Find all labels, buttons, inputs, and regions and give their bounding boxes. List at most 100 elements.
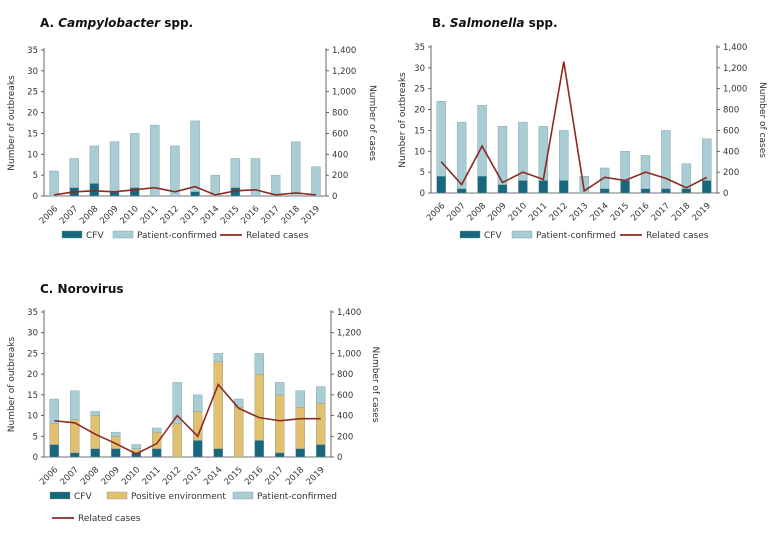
y2-tick-label: 1,400	[723, 43, 747, 53]
legend-swatch-positive-environment	[106, 491, 128, 500]
x-tick-label: 2013	[181, 465, 203, 487]
x-tick-label: 2010	[120, 465, 142, 487]
bar-patient-confirmed-2009	[109, 141, 120, 193]
y2-tick-label: 1,000	[337, 349, 361, 359]
x-tick-label: 2016	[629, 201, 651, 223]
legend-swatch-patient-confirmed	[112, 230, 134, 239]
y2-tick-label: 800	[337, 370, 353, 380]
legend-swatch-cfv	[459, 230, 481, 239]
y-tick-label: 5	[33, 171, 38, 181]
bar-patient-confirmed-2019	[702, 138, 712, 181]
y-tick-label: 5	[420, 168, 425, 178]
bar-cfv-2008	[89, 183, 100, 197]
y2-tick-label: 1,200	[332, 67, 356, 77]
panel-title-prefix: C.	[40, 282, 58, 296]
y2-tick-label: 600	[332, 129, 348, 139]
bar-patient-confirmed-2013	[193, 394, 203, 412]
bar-patient-confirmed-2008	[477, 105, 487, 177]
bar-patient-confirmed-2010	[131, 444, 141, 449]
bar-patient-confirmed-2012	[559, 130, 569, 181]
panel-2: B. Salmonella spp. 0 5 10 15 20 25 30 35 0 200 400 6…	[398, 16, 767, 241]
x-tick-label: 2012	[159, 204, 181, 226]
bar-positive-environment-2006	[49, 423, 59, 445]
y-tick-label: 0	[33, 192, 38, 202]
y-tick-label: 30	[27, 67, 38, 77]
panel-title-organism: Campylobacter	[58, 16, 161, 30]
legend-label: CFV	[74, 492, 92, 502]
y-tick-label: 25	[27, 88, 38, 98]
panel-title-prefix: A.	[40, 16, 58, 30]
x-tick-label: 2015	[219, 204, 241, 226]
bar-positive-environment-2015	[234, 407, 244, 458]
panel-title: B. Salmonella spp.	[432, 16, 558, 30]
bar-cfv-2006	[49, 444, 59, 458]
bar-cfv-2019	[702, 180, 712, 194]
bar-patient-confirmed-2011	[150, 124, 160, 197]
y-tick-label: 30	[27, 329, 38, 339]
x-tick-label: 2009	[486, 201, 508, 223]
x-tick-label: 2009	[99, 465, 121, 487]
bar-cfv-2018	[681, 188, 692, 194]
bar-patient-confirmed-2012	[170, 145, 180, 197]
legend-swatch-patient-confirmed	[232, 491, 254, 500]
x-tick-label: 2015	[222, 465, 244, 487]
y-tick-label: 5	[33, 432, 38, 442]
y-tick-label: 15	[414, 126, 425, 136]
bar-patient-confirmed-2015	[234, 398, 244, 408]
x-tick-label: 2008	[466, 201, 488, 223]
y-tick-label: 20	[27, 370, 38, 380]
x-tick-label: 2018	[670, 201, 692, 223]
legend-label: Related cases	[78, 514, 141, 524]
y-tick-label: 20	[27, 109, 38, 119]
bar-cfv-2017	[275, 452, 285, 458]
bar-cfv-2013	[193, 440, 203, 458]
bar-patient-confirmed-2015	[230, 158, 241, 188]
bar-patient-confirmed-2019	[311, 166, 321, 197]
panel-title-suffix: spp.	[525, 16, 558, 30]
y-tick-label: 10	[27, 150, 38, 160]
y2-tick-label: 0	[332, 192, 337, 202]
bar-cfv-2008	[90, 448, 100, 458]
panel-title-suffix: spp.	[160, 16, 193, 30]
panel-title-organism: Salmonella	[450, 16, 525, 30]
bar-patient-confirmed-2014	[213, 353, 223, 362]
legend-label: CFV	[484, 231, 502, 241]
bar-patient-confirmed-2014	[210, 174, 220, 197]
line-related-cases	[54, 382, 321, 455]
y2-tick-label: 800	[723, 106, 739, 116]
bar-cfv-2010	[518, 180, 528, 194]
bar-cfv-2011	[152, 448, 162, 458]
y2-tick-label: 1,000	[723, 85, 747, 95]
legend-label: Patient-confirmed	[137, 231, 217, 241]
bar-cfv-2007	[456, 188, 467, 194]
y-tick-label: 35	[27, 308, 38, 318]
x-tick-label: 2015	[609, 201, 631, 223]
bar-patient-confirmed-2017	[270, 174, 281, 197]
y-tick-label: 35	[414, 43, 425, 53]
legend-label: CFV	[86, 231, 104, 241]
y-axis-title: Number of outbreaks	[7, 75, 17, 171]
bar-patient-confirmed-2006	[49, 398, 59, 425]
bar-patient-confirmed-2011	[538, 126, 549, 181]
bar-patient-confirmed-2016	[254, 353, 264, 375]
y2-tick-label: 1,400	[337, 308, 361, 318]
bar-cfv-2011	[538, 180, 549, 194]
bar-positive-environment-2014	[213, 361, 223, 449]
y2-axis-title: Number of cases	[757, 82, 767, 158]
x-tick-label: 2018	[284, 465, 306, 487]
bar-cfv-2016	[640, 188, 651, 194]
x-tick-label: 2019	[691, 201, 713, 223]
x-tick-label: 2013	[179, 204, 201, 226]
x-tick-label: 2017	[650, 201, 672, 223]
x-tick-label: 2009	[98, 204, 120, 226]
legend-label: Related cases	[246, 231, 309, 241]
legend-swatch-patient-confirmed	[511, 230, 533, 239]
y2-tick-label: 1,000	[332, 88, 356, 98]
bar-patient-confirmed-2012	[172, 382, 182, 425]
y-tick-label: 30	[414, 64, 425, 74]
x-tick-label: 2012	[161, 465, 183, 487]
legend-swatch-cfv	[61, 230, 83, 239]
y2-tick-label: 400	[723, 147, 739, 157]
